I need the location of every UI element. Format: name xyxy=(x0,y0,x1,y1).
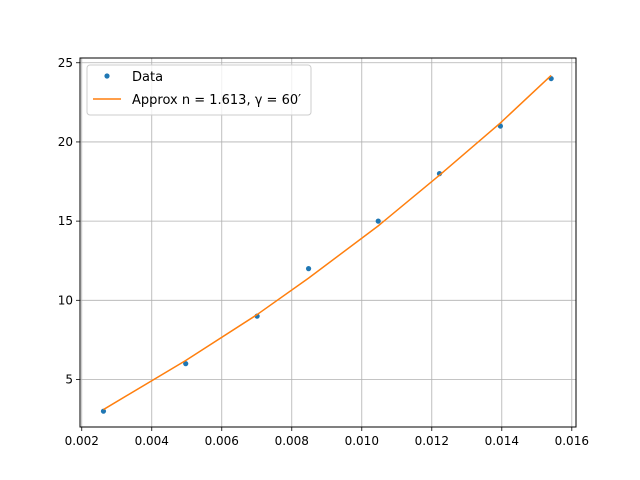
x-tick-label: 0.004 xyxy=(135,434,169,448)
x-tick-label: 0.016 xyxy=(555,434,589,448)
data-point xyxy=(100,408,107,414)
y-axis: 5 10 15 20 25 xyxy=(58,56,80,386)
x-tick-label: 0.002 xyxy=(65,434,99,448)
legend-data-marker xyxy=(104,73,110,79)
grid-lines xyxy=(80,58,576,427)
data-point xyxy=(375,218,381,224)
legend-box xyxy=(86,64,312,116)
series-layer xyxy=(100,74,554,414)
y-tick-label: 10 xyxy=(58,293,73,307)
y-tick-label: 20 xyxy=(58,135,73,149)
x-tick-label: 0.008 xyxy=(275,434,309,448)
axes-frame xyxy=(79,57,577,428)
x-tick-label: 0.014 xyxy=(485,434,519,448)
y-tick-label: 15 xyxy=(58,214,73,228)
x-tick-label: 0.006 xyxy=(205,434,239,448)
legend-approx-label: Approx n = 1.613, γ = 60′ xyxy=(132,93,301,108)
y-tick-label: 5 xyxy=(65,372,73,386)
x-axis: 0.002 0.004 0.006 0.008 0.010 0.012 0.014 0.016 xyxy=(65,427,589,448)
legend: Data Approx n = 1.613, γ = 60′ xyxy=(86,64,312,116)
data-point xyxy=(183,361,189,367)
x-tick-label: 0.012 xyxy=(415,434,449,448)
y-tick-label: 25 xyxy=(58,56,73,70)
legend-data-label: Data xyxy=(132,70,163,85)
approx-line xyxy=(103,74,552,411)
data-point xyxy=(305,266,312,272)
x-tick-label: 0.010 xyxy=(345,434,379,448)
